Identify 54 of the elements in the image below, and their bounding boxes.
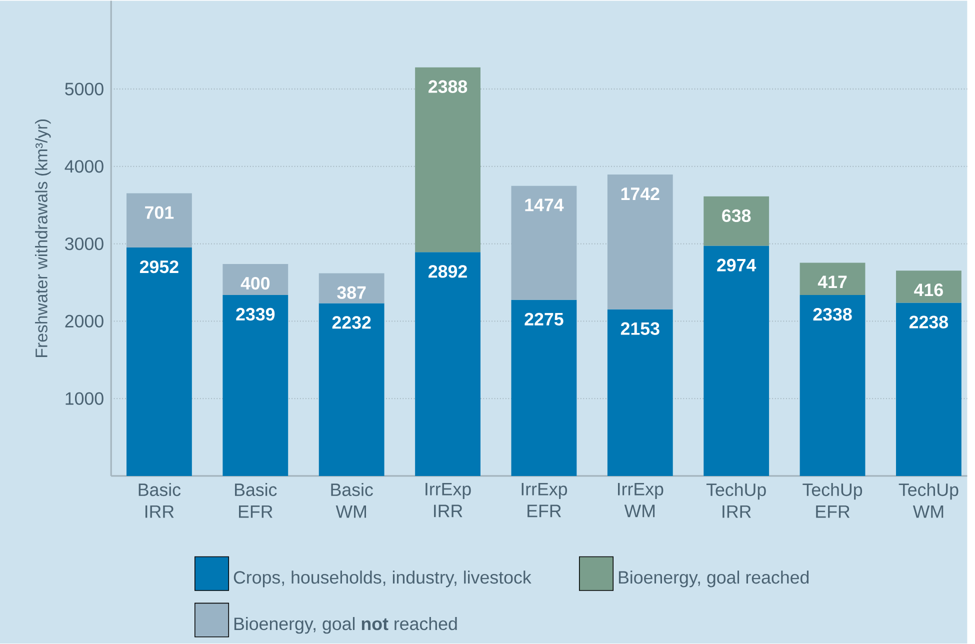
bar [800,295,866,476]
bar [607,174,673,310]
data-label: 2338 [813,308,852,321]
data-label: 387 [337,286,366,300]
data-label: 2892 [428,265,467,278]
data-label: 701 [145,206,174,220]
x-tick-label: TechUp EFR [802,483,862,518]
bar [415,252,480,476]
bar [896,270,962,303]
data-label: 638 [722,210,751,222]
x-tick-label: IrrExp WM [618,483,664,518]
bar [896,302,962,476]
bar [222,295,288,476]
bar [511,300,577,476]
bar [415,68,480,252]
data-label: 2238 [909,316,948,329]
data-label: 1742 [621,188,660,200]
data-label: 2339 [236,308,275,321]
y-tick-label: 4000 [64,160,104,173]
x-tick-label: Basic EFR [235,483,277,518]
data-label: 2388 [428,80,468,94]
y-tick-label: 2000 [65,315,104,328]
y-tick-label: 1000 [66,392,104,406]
bar [704,196,770,246]
x-tick-label: TechUp WM [898,483,958,518]
data-label: 2232 [332,316,371,330]
legend-label: Bioenergy, goal not reached [234,617,457,634]
bar [126,248,192,476]
data-label: 2974 [717,258,756,272]
data-label: 2275 [524,313,564,326]
data-label: 400 [240,277,270,290]
bar [126,193,192,248]
y-tick-label: 3000 [65,238,104,250]
bar [511,186,577,300]
legend-label: Bioenergy, goal reached [618,570,809,588]
bar [800,262,866,296]
legend-label: Crops, households, industry, livestock [234,570,532,588]
bar [318,303,384,476]
data-label: 2153 [620,322,660,336]
bar [607,310,673,476]
x-tick-label: Basic IRR [138,483,181,518]
data-label: 417 [818,276,847,288]
data-label: 1474 [525,198,564,212]
data-label: 2952 [140,260,178,274]
bar [222,264,288,296]
bar [704,246,770,476]
bar [318,273,384,304]
x-tick-label: Basic WM [331,483,373,518]
y-tick-label: 5000 [65,82,104,96]
x-tick-label: IrrExp EFR [522,483,568,518]
x-tick-label: IrrExp IRR [426,483,471,518]
data-label: 416 [914,284,943,296]
y-axis-title: Freshwater withdrawals (km³/yr) [35,120,51,358]
x-tick-label: TechUp IRR [706,483,766,518]
